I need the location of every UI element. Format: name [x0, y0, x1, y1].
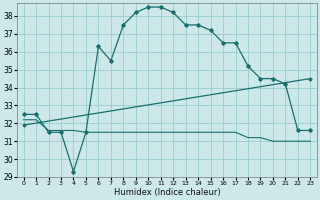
X-axis label: Humidex (Indice chaleur): Humidex (Indice chaleur) — [114, 188, 220, 197]
